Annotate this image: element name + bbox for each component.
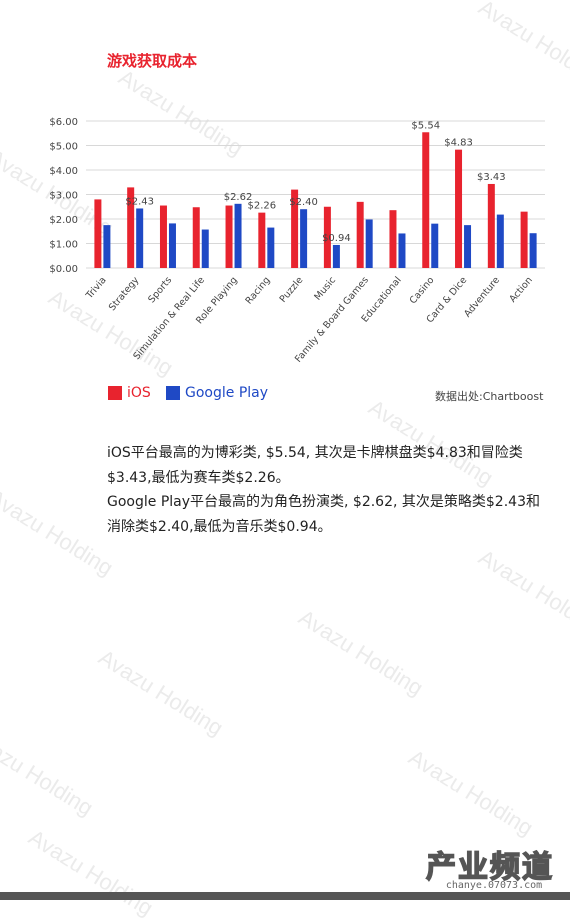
bar-google-play <box>332 244 340 268</box>
y-tick-label: $4.00 <box>49 166 78 177</box>
legend-swatch-google-play <box>166 386 180 400</box>
bar-google-play <box>431 223 439 268</box>
bar-google-play <box>267 227 275 268</box>
x-tick-label: Casino <box>408 275 437 307</box>
bar-google-play <box>365 219 373 268</box>
source-note: 数据出处:Chartboost <box>435 390 544 403</box>
bar-ios <box>258 212 266 268</box>
x-tick-label: Trivia <box>84 275 109 302</box>
watermark: Avazu Holding <box>0 724 98 821</box>
x-tick-label: Puzzle <box>278 275 306 305</box>
bar-google-play <box>201 229 209 268</box>
y-tick-label: $2.00 <box>49 215 78 226</box>
bar-ios <box>356 201 364 268</box>
x-tick-label: Music <box>312 275 338 303</box>
bar-ios <box>422 132 430 268</box>
bar-chart: $0.00 $1.00 $2.00 $3.00 $4.00 $5.00 $6.00 Trivi… <box>49 117 545 365</box>
logo-url: chanye.07073.com <box>445 880 543 891</box>
watermark: Avazu Holding <box>474 544 570 641</box>
bar-ios <box>520 211 528 268</box>
watermark: Avazu Holding <box>24 824 158 921</box>
x-tick-label: Action <box>507 275 535 305</box>
legend-item-google-play: Google Play <box>166 383 268 403</box>
bar-ios <box>455 149 463 268</box>
legend-item-ios: iOS <box>108 383 151 403</box>
page-title: 游戏获取成本 <box>107 52 198 70</box>
watermark: Avazu Holding <box>0 484 118 581</box>
bar-ios <box>225 205 233 268</box>
bar-ios <box>192 207 200 268</box>
bar-google-play <box>300 209 308 268</box>
data-label: $2.26 <box>248 201 277 212</box>
bar-google-play <box>168 223 176 268</box>
data-label: $0.94 <box>322 233 351 244</box>
bar-ios <box>323 206 331 268</box>
bar-ios <box>389 210 397 268</box>
y-tick-label: $6.00 <box>49 117 78 128</box>
bottom-bar <box>0 892 570 900</box>
watermark: Avazu Holding <box>94 644 228 741</box>
data-label: $2.62 <box>224 192 253 203</box>
summary-ios: iOS平台最高的为博彩类, $5.54, 其次是卡牌棋盘类$4.83和冒险类$3… <box>107 445 523 486</box>
watermark: Avazu Holding <box>294 604 428 701</box>
x-tick-label: Strategy <box>107 275 142 314</box>
bar-ios <box>94 199 102 268</box>
watermark: Avazu Holding <box>404 744 538 841</box>
bar-ios <box>127 187 135 268</box>
bar-google-play <box>103 225 111 268</box>
x-tick-label: Sports <box>146 275 174 305</box>
legend-label-google-play: Google Play <box>185 385 269 401</box>
legend-swatch-ios <box>108 386 122 400</box>
bar-google-play <box>529 233 537 268</box>
bar-google-play <box>464 225 472 268</box>
chanye-logo: 产业频道 chanye.07073.com <box>420 842 560 892</box>
bar-ios <box>487 183 495 268</box>
bar-ios <box>159 205 167 268</box>
y-tick-label: $1.00 <box>49 240 78 251</box>
bar-ios <box>291 189 299 268</box>
data-label: $2.40 <box>289 197 318 208</box>
y-tick-label: $0.00 <box>49 264 78 275</box>
data-label: $5.54 <box>411 120 440 131</box>
bar-google-play <box>234 203 242 268</box>
summary-google-play: Google Play平台最高的为角色扮演类, $2.62, 其次是策略类$2.… <box>107 494 540 535</box>
logo-text: 产业频道 <box>425 849 554 886</box>
x-tick-label: Racing <box>244 275 273 307</box>
y-tick-label: $5.00 <box>49 142 78 153</box>
data-label: $2.43 <box>125 196 154 207</box>
y-tick-label: $3.00 <box>49 191 78 202</box>
data-label: $4.83 <box>444 138 473 149</box>
bar-google-play <box>136 208 144 268</box>
data-label: $3.43 <box>477 172 506 183</box>
legend-label-ios: iOS <box>127 385 151 401</box>
bar-google-play <box>496 214 504 268</box>
bar-google-play <box>398 233 406 268</box>
